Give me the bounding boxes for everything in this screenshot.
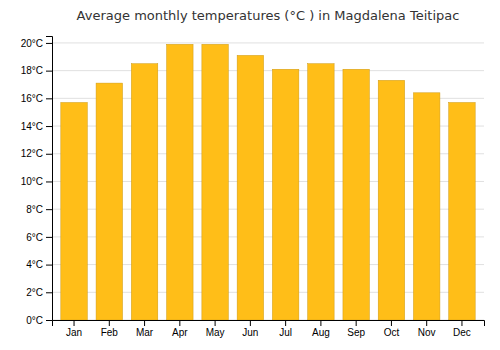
y-tick-label: 4°C (26, 259, 43, 270)
y-tick: 8°C (26, 204, 52, 215)
y-tick-mark (46, 126, 52, 127)
x-tick-mark (285, 320, 286, 326)
x-tick-mark (179, 320, 180, 326)
bar (167, 44, 193, 320)
grid-line (52, 42, 484, 43)
bar (202, 44, 228, 320)
y-tick-label: 6°C (26, 232, 43, 243)
y-tick-label: 18°C (21, 65, 43, 76)
y-tick-label: 10°C (21, 176, 43, 187)
y-tick: 14°C (21, 121, 52, 132)
y-tick-label: 0°C (26, 315, 43, 326)
x-tick-label: May (206, 327, 225, 338)
y-tick-mark (46, 181, 52, 182)
y-tick: 2°C (26, 287, 52, 298)
x-tick-mark (215, 320, 216, 326)
x-tick: Aug (312, 320, 330, 338)
bar (237, 55, 263, 320)
x-tick: Mar (136, 320, 154, 338)
x-tick-mark (144, 320, 145, 326)
grid-line (52, 70, 484, 71)
x-tick-label: Dec (453, 327, 471, 338)
y-tick: 0°C (26, 315, 52, 326)
x-tick-label: Jan (66, 327, 82, 338)
x-axis: Jan Feb Mar Apr May Jun Jul Aug Sep Oct Nov Dec (53, 320, 485, 338)
x-tick: Dec (453, 320, 471, 338)
bar (272, 69, 298, 320)
y-tick-mark (46, 265, 52, 266)
x-tick-label: Nov (418, 327, 436, 338)
bar (61, 102, 87, 320)
bar (413, 93, 439, 320)
y-tick-label: 16°C (21, 93, 43, 104)
y-tick-mark (46, 154, 52, 155)
x-tick-mark (250, 320, 251, 326)
y-tick-mark (46, 237, 52, 238)
x-tick: Nov (418, 320, 436, 338)
y-tick: 18°C (21, 65, 52, 76)
x-axis-line (53, 321, 485, 327)
grid (52, 43, 484, 320)
x-tick-mark (426, 320, 427, 326)
y-tick: 20°C (21, 38, 52, 49)
bar (449, 102, 475, 320)
y-axis-line (46, 37, 53, 321)
y-tick-mark (46, 320, 52, 321)
x-tick: Oct (384, 320, 400, 338)
x-tick-mark (391, 320, 392, 326)
y-tick: 10°C (21, 176, 52, 187)
x-tick: Jul (279, 320, 292, 338)
bar (378, 80, 404, 320)
bar (308, 64, 334, 320)
bar (96, 83, 122, 320)
y-tick-label: 14°C (21, 121, 43, 132)
x-tick: Jun (242, 320, 258, 338)
x-tick-label: Feb (101, 327, 119, 338)
x-tick-label: Jun (242, 327, 258, 338)
x-tick: Feb (101, 320, 119, 338)
y-tick: 12°C (21, 148, 52, 159)
y-tick-mark (46, 43, 52, 44)
x-tick-label: Jul (279, 327, 292, 338)
y-tick-mark (46, 71, 52, 72)
title: Average monthly temperatures (°C ) in Ma… (77, 8, 460, 23)
y-tick-label: 8°C (26, 204, 43, 215)
x-tick-label: Apr (172, 327, 188, 338)
bar (131, 64, 157, 320)
x-tick-mark (74, 320, 75, 326)
y-tick-mark (46, 98, 52, 99)
x-tick: May (206, 320, 225, 338)
y-tick: 16°C (21, 93, 52, 104)
x-tick-label: Aug (312, 327, 330, 338)
y-tick: 4°C (26, 259, 52, 270)
y-tick-label: 20°C (21, 38, 43, 49)
y-tick-label: 2°C (26, 287, 43, 298)
y-tick: 6°C (26, 232, 52, 243)
x-tick-mark (109, 320, 110, 326)
chart-container: 0°C 2°C 4°C 6°C 8°C 10°C 12°C 14°C 16°C 18°C 20°C J… (0, 0, 500, 350)
x-tick-mark (356, 320, 357, 326)
x-tick-mark (461, 320, 462, 326)
y-tick-mark (46, 292, 52, 293)
bars (61, 44, 475, 320)
y-tick-mark (46, 209, 52, 210)
x-tick-label: Sep (347, 327, 365, 338)
bar (343, 69, 369, 320)
x-tick-label: Mar (136, 327, 154, 338)
chart-svg: 0°C 2°C 4°C 6°C 8°C 10°C 12°C 14°C 16°C 18°C 20°C J… (0, 0, 500, 350)
x-tick-label: Oct (384, 327, 400, 338)
y-tick-label: 12°C (21, 148, 43, 159)
x-tick: Apr (172, 320, 188, 338)
x-tick-mark (320, 320, 321, 326)
y-axis: 0°C 2°C 4°C 6°C 8°C 10°C 12°C 14°C 16°C 18°C 20°C (21, 37, 53, 326)
x-tick: Jan (66, 320, 82, 338)
x-tick: Sep (347, 320, 365, 338)
